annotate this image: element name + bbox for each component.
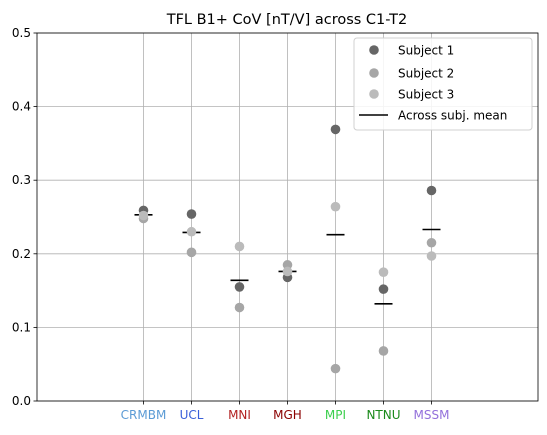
legend-label-subject-1: Subject 1	[398, 44, 454, 58]
data-point-subject-1	[426, 185, 437, 196]
legend-marker-subject-1	[369, 45, 379, 55]
data-point-subject-3	[378, 267, 389, 278]
chart-title: TFL B1+ CoV [nT/V] across C1-T2	[166, 12, 408, 28]
legend-label-mean: Across subj. mean	[398, 109, 507, 123]
data-points	[138, 124, 437, 374]
x-tick-label: UCL	[180, 408, 204, 422]
x-tick-label: MNI	[228, 408, 251, 422]
data-point-subject-1	[234, 282, 245, 292]
x-tick-label: CRMBM	[121, 408, 167, 422]
x-tick-label: MSSM	[414, 408, 450, 422]
x-tick-label: MGH	[273, 408, 302, 422]
x-tick-label: MPI	[325, 408, 346, 422]
y-tick-label: 0.4	[12, 100, 31, 114]
legend-marker-subject-3	[369, 89, 379, 99]
data-point-subject-3	[426, 251, 437, 261]
data-point-subject-2	[330, 363, 341, 374]
y-tick-label: 0.0	[12, 394, 31, 408]
x-axis: CRMBM UCL MNI MGH MPI NTNU MSSM	[121, 401, 450, 422]
data-point-subject-3	[138, 210, 149, 221]
y-tick-label: 0.2	[12, 247, 31, 261]
y-axis: 0.0 0.1 0.2 0.3 0.4 0.5	[12, 26, 37, 408]
y-tick-label: 0.1	[12, 320, 31, 334]
y-tick-label: 0.3	[12, 173, 31, 187]
data-point-subject-1	[186, 209, 197, 219]
y-tick-label: 0.5	[12, 26, 31, 40]
x-tick-label: NTNU	[366, 408, 400, 422]
legend-box	[353, 37, 533, 131]
data-point-subject-2	[426, 237, 437, 248]
data-point-subject-3	[282, 266, 293, 277]
data-point-subject-2	[378, 346, 389, 356]
legend: Subject 1 Subject 2 Subject 3 Across subj. …	[353, 37, 533, 131]
legend-label-subject-3: Subject 3	[398, 88, 454, 102]
data-point-subject-2	[234, 302, 245, 313]
data-point-subject-3	[330, 201, 341, 212]
data-point-subject-1	[378, 284, 389, 294]
legend-marker-subject-2	[369, 68, 379, 78]
data-point-subject-1	[330, 124, 341, 135]
data-point-subject-3	[234, 241, 245, 252]
legend-label-subject-2: Subject 2	[398, 67, 454, 81]
data-point-subject-2	[186, 247, 197, 258]
data-point-subject-3	[186, 226, 197, 237]
data-point-subject-2	[282, 260, 293, 270]
